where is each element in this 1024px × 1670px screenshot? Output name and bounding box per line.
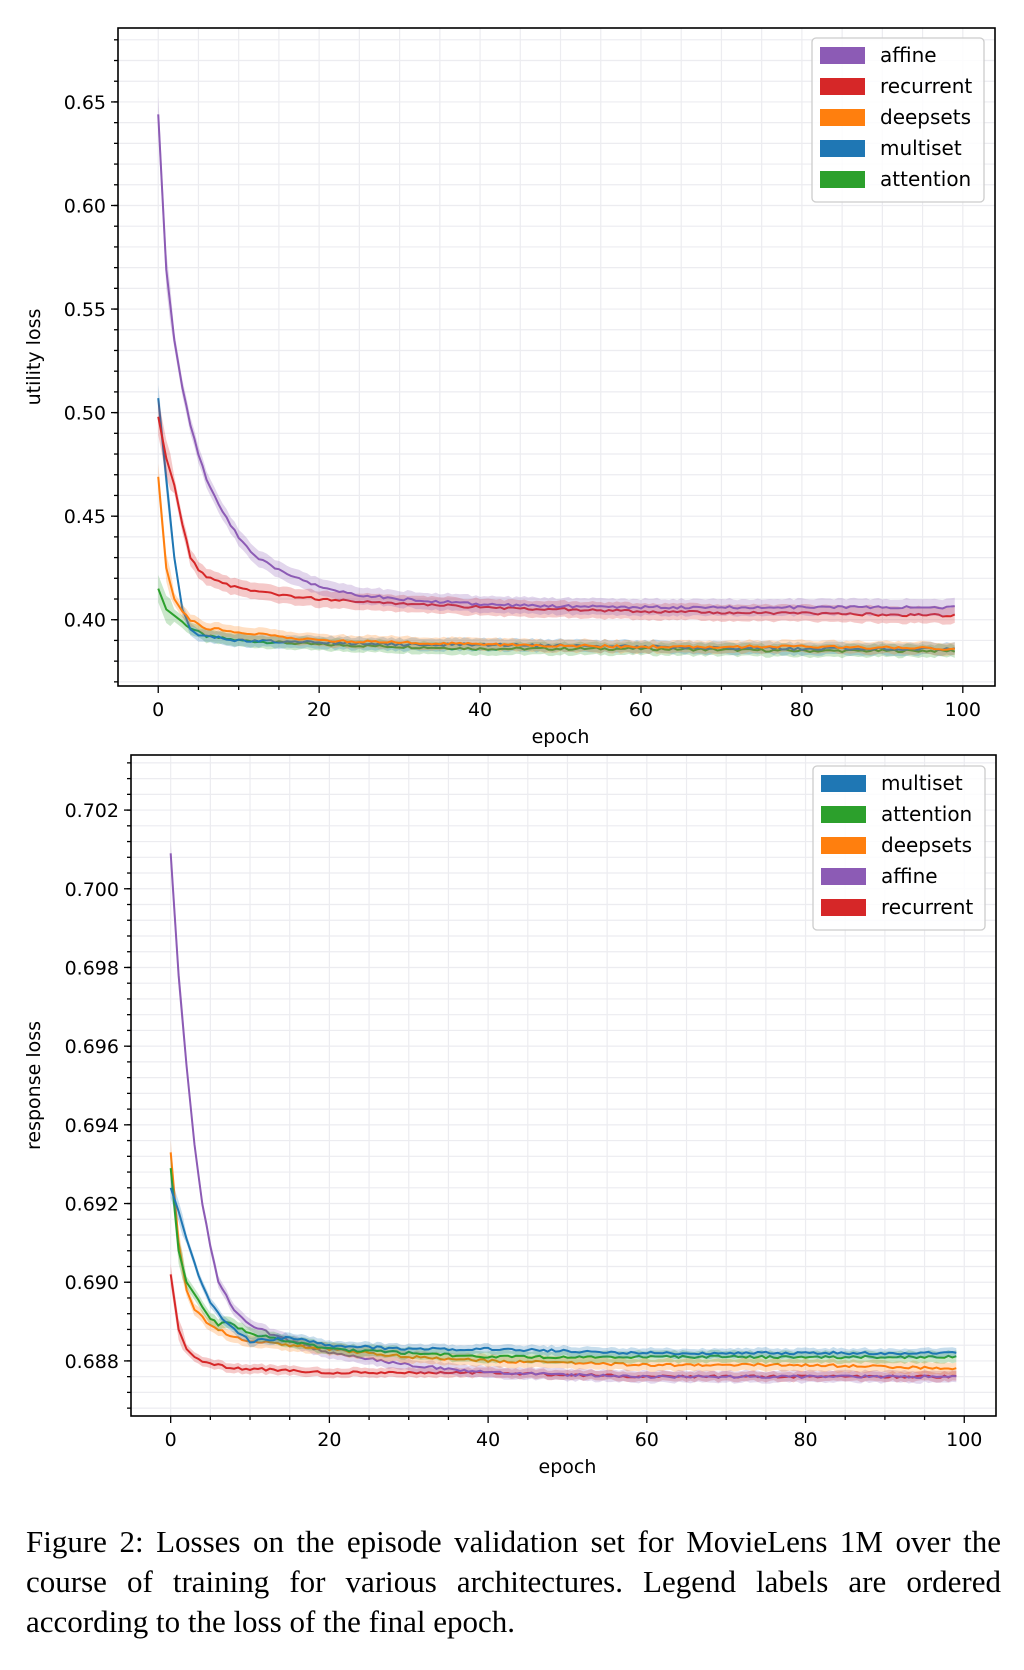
legend: affine recurrent deepsets multiset attention — [811, 37, 985, 203]
deepsets-confidence-band — [158, 463, 955, 656]
y-tick-label: 0.702 — [65, 800, 119, 822]
legend-swatch-deepsets — [821, 837, 866, 854]
y-tick-label: 0.698 — [65, 957, 119, 979]
axes-frame — [130, 754, 997, 1417]
legend-label-multiset: multiset — [881, 771, 963, 795]
deepsets-line — [157, 476, 955, 651]
legend-label-multiset: multiset — [880, 136, 962, 160]
legend-swatch-multiset — [820, 140, 865, 157]
affine-line — [169, 853, 957, 1380]
legend-label-recurrent: recurrent — [881, 895, 973, 919]
recurrent-confidence-band — [158, 398, 955, 625]
x-tick-label: 0 — [152, 699, 164, 721]
legend-swatch-recurrent — [821, 899, 866, 916]
series-group — [157, 96, 956, 659]
legend-label-deepsets: deepsets — [881, 833, 972, 857]
y-tick-label: 0.700 — [65, 879, 119, 901]
legend-swatch-attention — [821, 806, 866, 823]
x-tick-label: 40 — [476, 1429, 500, 1451]
figure-canvas: 0 20 40 60 80 100 0.40 0.45 0.50 0.55 0.60 0.65 epoc… — [23, 27, 997, 1478]
y-tick-label: 0.692 — [65, 1194, 119, 1216]
response-loss-chart: 0 20 40 60 80 100 0.688 0.690 0.692 0.694 0.696 0.6… — [23, 754, 997, 1478]
x-axis-label: epoch — [532, 726, 590, 748]
y-axis-label: utility loss — [23, 309, 45, 406]
x-tick-label: 0 — [165, 1429, 177, 1451]
legend-swatch-affine — [820, 47, 865, 64]
y-tick-label: 0.65 — [64, 92, 106, 114]
x-tick-label: 80 — [790, 699, 814, 721]
y-tick-label: 0.694 — [65, 1115, 119, 1137]
figure-caption: Figure 2: Losses on the episode validati… — [26, 1524, 1001, 1639]
y-tick-label: 0.690 — [65, 1272, 119, 1294]
y-tick-label: 0.60 — [64, 195, 106, 217]
y-axis-label: response loss — [23, 1021, 45, 1150]
legend-swatch-attention — [820, 171, 865, 188]
legend-label-affine: affine — [881, 864, 938, 888]
x-tick-label: 80 — [793, 1429, 817, 1451]
y-tick-label: 0.696 — [65, 1036, 119, 1058]
x-tick-label: 60 — [635, 1429, 659, 1451]
legend-label-recurrent: recurrent — [880, 74, 972, 98]
axes-frame — [117, 27, 996, 687]
recurrent-line — [157, 416, 956, 618]
legend-swatch-affine — [821, 868, 866, 885]
y-tick-label: 0.40 — [64, 610, 106, 632]
deepsets-line — [169, 1152, 957, 1371]
series-group — [169, 840, 957, 1384]
recurrent-confidence-band — [170, 1263, 957, 1383]
y-tick-label: 0.688 — [65, 1351, 119, 1373]
x-tick-label: 60 — [629, 699, 653, 721]
legend-label-attention: attention — [881, 802, 972, 826]
multiset-line — [157, 398, 956, 652]
y-tick-label: 0.50 — [64, 403, 106, 425]
x-tick-label: 20 — [317, 1429, 341, 1451]
multiset-confidence-band — [170, 1177, 957, 1360]
affine-line — [157, 114, 955, 610]
legend-label-attention: attention — [880, 167, 971, 191]
attention-line — [169, 1168, 957, 1360]
legend-swatch-multiset — [821, 775, 866, 792]
x-tick-label: 100 — [945, 699, 981, 721]
affine-confidence-band — [170, 840, 957, 1384]
legend-swatch-deepsets — [820, 109, 865, 126]
x-axis-label: epoch — [539, 1456, 597, 1478]
legend-label-deepsets: deepsets — [880, 105, 971, 129]
legend-label-affine: affine — [880, 43, 937, 67]
attention-line — [157, 588, 956, 654]
legend-swatch-recurrent — [820, 78, 865, 95]
y-tick-label: 0.45 — [64, 506, 106, 528]
utility-loss-chart: 0 20 40 60 80 100 0.40 0.45 0.50 0.55 0.60 0.65 epoc… — [23, 27, 996, 748]
legend: multiset attention deepsets affine recurrent — [812, 765, 986, 931]
y-tick-label: 0.55 — [64, 299, 106, 321]
x-tick-label: 40 — [468, 699, 492, 721]
x-tick-label: 100 — [946, 1429, 982, 1451]
multiset-line — [169, 1187, 957, 1356]
x-tick-label: 20 — [307, 699, 331, 721]
